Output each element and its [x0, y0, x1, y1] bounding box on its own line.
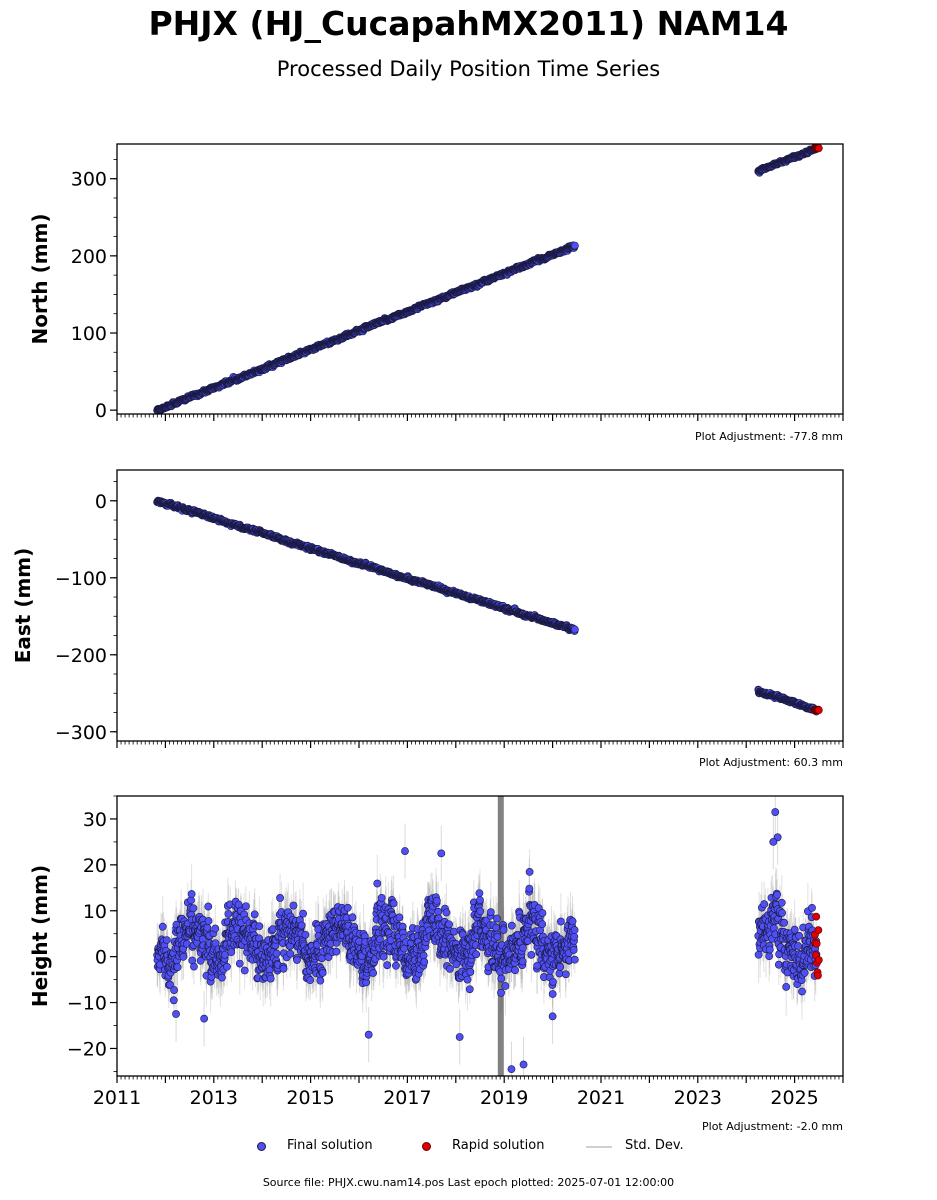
plot-area [153, 144, 823, 414]
y-tick-label: 300 [71, 169, 107, 191]
y-axis: 0 100 200 300 [71, 159, 117, 422]
x-axis-ticks [116, 414, 844, 421]
plot-area [153, 496, 823, 716]
final-point [570, 241, 579, 250]
y-tick-label: 0 [95, 400, 107, 422]
panels: 0 100 200 300 North (mm) Plot Adjustment: -77… [11, 143, 844, 1133]
y-tick-label: 200 [71, 246, 107, 268]
rapid-point [814, 144, 823, 153]
panel-1: 0 100 200 300 North (mm) Plot Adjustment: -77… [28, 143, 844, 443]
rapid-solution-points [811, 144, 823, 153]
final-solution-points [153, 144, 821, 414]
y-tick-label: 100 [71, 323, 107, 345]
plot-adjustment: Plot Adjustment: -77.8 mm [695, 430, 843, 443]
y-axis-label: North (mm) [28, 213, 52, 344]
